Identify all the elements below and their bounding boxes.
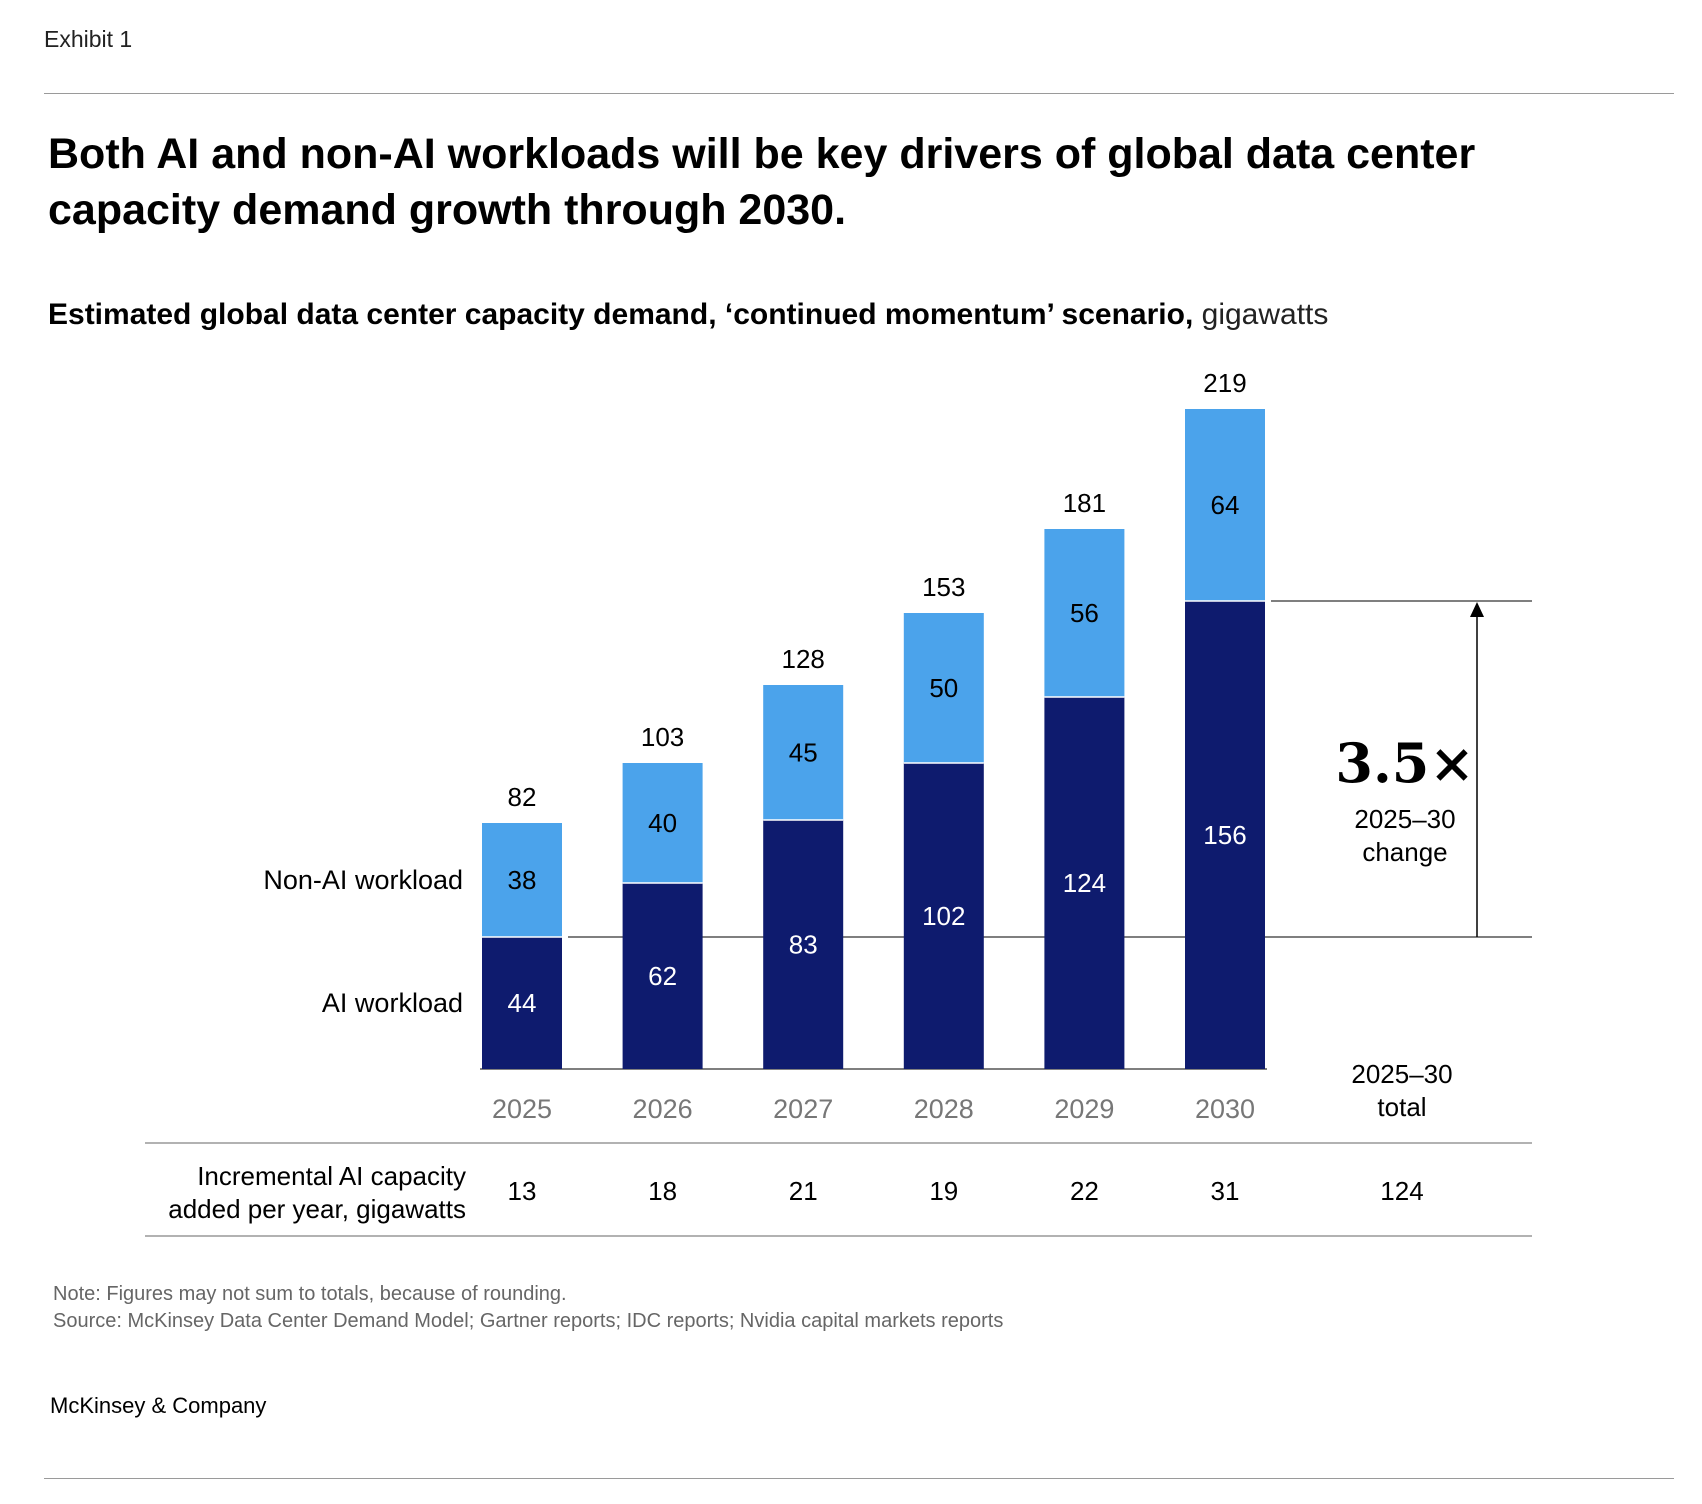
data-label-non-ai-2025: 38: [508, 865, 537, 895]
total-label-2025: 82: [508, 782, 537, 812]
data-label-non-ai-2027: 45: [789, 738, 818, 768]
chart-subtitle: Estimated global data center capacity de…: [48, 298, 1328, 332]
labels-layer: 44 38 82 2025 62 40 103 2026 83 45 128 2027 102 50 153…: [263, 368, 1255, 1124]
bottom-divider: [44, 1478, 1674, 1479]
incremental-table-layer: 13 18 21 19 22 31 Incremental AI capacityadded…: [145, 1142, 1532, 1237]
bar-ai-2026: [622, 883, 703, 1069]
incremental-value-2027: 21: [789, 1176, 818, 1206]
change-caption-line1: 2025–30: [1354, 804, 1455, 834]
bar-ai-2030: [1185, 601, 1265, 1069]
bar-ai-2028: [903, 763, 984, 1069]
data-label-ai-2029: 124: [1063, 868, 1106, 898]
total-label-2028: 153: [922, 572, 965, 602]
bar-non-ai-2029: [1044, 529, 1125, 697]
x-tick-label-2027: 2027: [773, 1094, 833, 1124]
data-label-ai-2030: 156: [1203, 820, 1246, 850]
incremental-value-2030: 31: [1211, 1176, 1240, 1206]
x-tick-label-2029: 2029: [1054, 1094, 1114, 1124]
x-tick-label-2028: 2028: [914, 1094, 974, 1124]
subtitle-main: Estimated global data center capacity de…: [48, 298, 1194, 331]
bar-ai-2025: [482, 937, 562, 1069]
change-multiplier: 3.5×: [1335, 731, 1474, 795]
page-title: Both AI and non-AI workloads will be key…: [48, 130, 1476, 234]
total-label-2029: 181: [1063, 488, 1106, 518]
incremental-value-2026: 18: [648, 1176, 677, 1206]
x-tick-label-2030: 2030: [1195, 1094, 1255, 1124]
note-text: Note: Figures may not sum to totals, bec…: [53, 1283, 567, 1305]
incremental-total: 124: [1380, 1176, 1423, 1206]
bar-non-ai-2026: [622, 763, 703, 883]
total-label-2030: 219: [1203, 368, 1246, 398]
incremental-value-2028: 19: [929, 1176, 958, 1206]
subtitle-unit: gigawatts: [1193, 298, 1329, 331]
bar-non-ai-2025: [482, 823, 562, 937]
total-header-line2: total: [1377, 1092, 1426, 1122]
bar-ai-2027: [763, 820, 844, 1069]
change-arrow-head: [1470, 602, 1484, 617]
bars-layer: [482, 409, 1265, 1069]
data-label-ai-2028: 102: [922, 901, 965, 931]
brand-name: McKinsey & Company: [50, 1393, 267, 1418]
incremental-label-line2: added per year, gigawatts: [168, 1194, 466, 1224]
series-label-non-ai: Non-AI workload: [263, 865, 463, 895]
incremental-value-2029: 22: [1070, 1176, 1099, 1206]
data-label-ai-2026: 62: [648, 961, 677, 991]
incremental-value-2025: 13: [508, 1176, 537, 1206]
change-caption-line2: change: [1362, 837, 1447, 867]
bar-non-ai-2027: [763, 685, 844, 820]
data-label-non-ai-2030: 64: [1211, 490, 1240, 520]
series-label-ai: AI workload: [322, 988, 463, 1018]
data-label-non-ai-2029: 56: [1070, 598, 1099, 628]
total-label-2027: 128: [782, 644, 825, 674]
exhibit-label: Exhibit 1: [44, 26, 133, 52]
incremental-label-line1: Incremental AI capacity: [197, 1161, 466, 1191]
data-label-non-ai-2026: 40: [648, 808, 677, 838]
footnotes: Note: Figures may not sum to totals, bec…: [53, 1281, 1003, 1335]
bar-ai-2029: [1044, 697, 1125, 1069]
top-divider: [44, 93, 1674, 94]
bar-non-ai-2030: [1185, 409, 1265, 601]
total-label-2026: 103: [641, 722, 684, 752]
bar-non-ai-2028: [903, 613, 984, 763]
data-label-ai-2027: 83: [789, 930, 818, 960]
total-header-line1: 2025–30: [1351, 1059, 1452, 1089]
source-text: Source: McKinsey Data Center Demand Mode…: [53, 1310, 1004, 1332]
data-label-non-ai-2028: 50: [929, 673, 958, 703]
x-tick-label-2026: 2026: [633, 1094, 693, 1124]
x-tick-label-2025: 2025: [492, 1094, 552, 1124]
data-label-ai-2025: 44: [508, 988, 537, 1018]
